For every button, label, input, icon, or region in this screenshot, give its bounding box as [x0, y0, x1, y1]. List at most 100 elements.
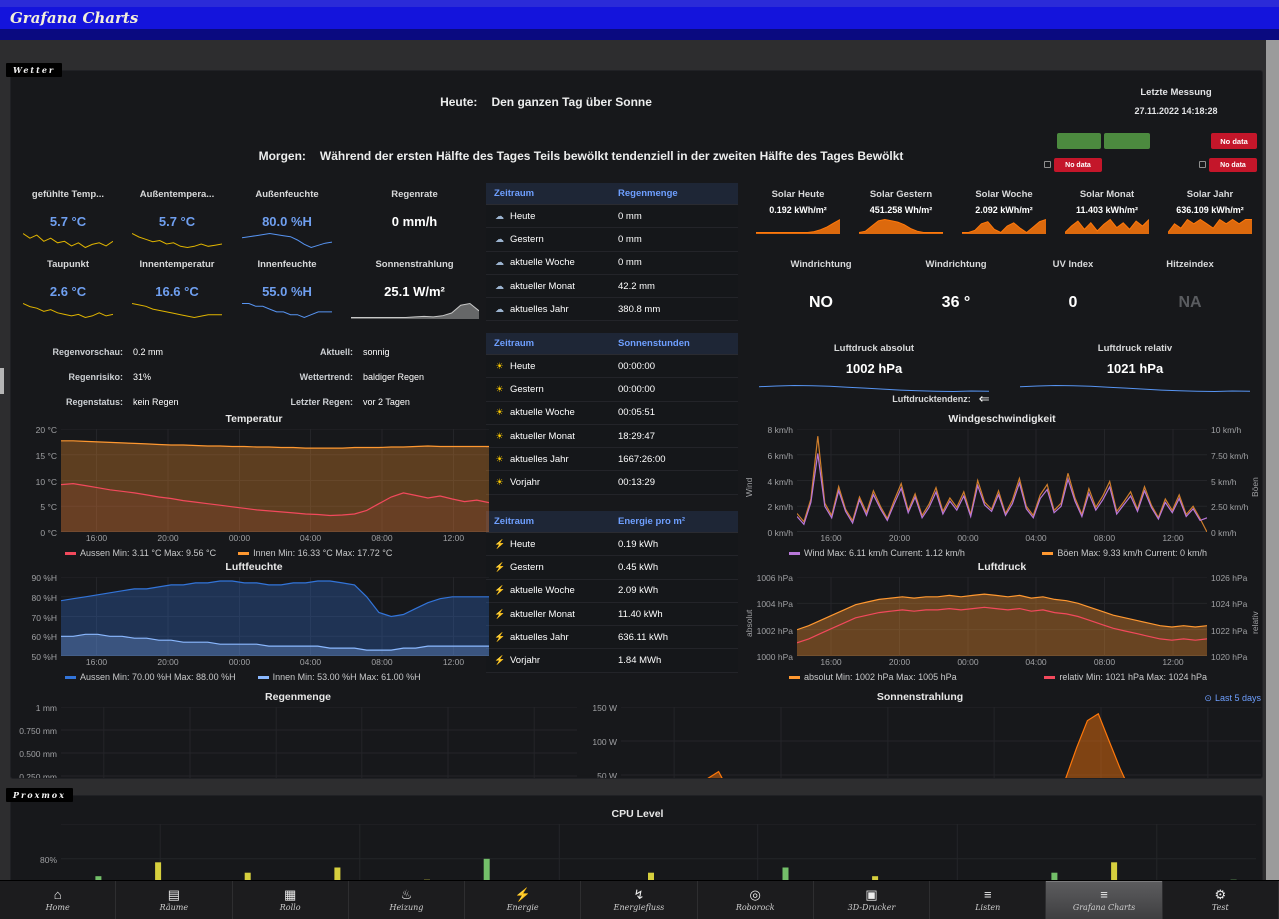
sun-icon: ☀ [495, 360, 504, 371]
status-badge-green-2 [1104, 133, 1150, 149]
rain-cloud-icon: ☁ [495, 233, 504, 244]
robot-vacuum-icon: ◎ [749, 887, 761, 902]
letzte-messung-value: 27.11.2022 14:18:28 [1134, 106, 1218, 116]
nav-item-energiefluss[interactable]: ↯ Energiefluss [581, 881, 698, 919]
nav-item-rollo[interactable]: ▦ Rollo [233, 881, 349, 919]
left-scroll-handle[interactable] [0, 368, 4, 394]
table-header: Zeitraum Sonnenstunden [486, 333, 738, 355]
legend-item[interactable]: Innen Min: 16.33 °C Max: 17.72 °C [238, 548, 392, 558]
sonnenstrahlung-chart: Sonnenstrahlung 150 W 100 W 50 W [579, 691, 1261, 779]
column-header[interactable]: Sonnenstunden [618, 338, 690, 349]
external-link-icon[interactable] [1044, 161, 1051, 168]
stat-label: gefühlte Temp... [31, 189, 105, 200]
stat-label: Außenfeuchte [255, 189, 319, 200]
chart-legend: Wind Max: 6.11 km/h Current: 1.12 km/h Bö… [743, 545, 1261, 561]
info-label: Regenvorschau: [52, 346, 123, 357]
sparkline [22, 302, 114, 319]
temperatur-chart: Temperatur 20 °C 15 °C 10 °C 5 °C 0 °C 16:00 20… [19, 413, 489, 561]
status-badge-green-1 [1057, 133, 1101, 149]
table-row: ⚡ Vorjahr 1.84 MWh [486, 649, 738, 673]
scrollbar[interactable] [1266, 40, 1279, 880]
nav-item-energie[interactable]: ⚡ Energie [465, 881, 582, 919]
windgeschwindigkeit-chart: Windgeschwindigkeit Wind 8 km/h 6 km/h 4 km/… [743, 413, 1261, 561]
last-5-days-label: Last 5 days [1214, 693, 1261, 703]
chart-body: 90 %H 80 %H 70 %H 60 %H 50 %H 16:00 20:00 00:00… [19, 573, 489, 669]
chart-title: Sonnenstrahlung [876, 691, 964, 703]
y-axis-left: 1006 hPa 1004 hPa 1002 hPa 1000 hPa [756, 573, 793, 662]
legend-item[interactable]: Wind Max: 6.11 km/h Current: 1.12 km/h [789, 548, 965, 558]
sun-icon: ☀ [495, 430, 504, 441]
legend-item[interactable]: Aussen Min: 3.11 °C Max: 9.56 °C [65, 548, 216, 558]
legend-item[interactable]: Böen Max: 9.33 km/h Current: 0 km/h [1042, 548, 1207, 558]
info-value: vor 2 Tagen [363, 396, 410, 407]
stat-label: Sonnenstrahlung [375, 259, 454, 270]
sparkline [962, 218, 1047, 234]
nav-item-heizung[interactable]: ♨ Heizung [349, 881, 466, 919]
y-axis-left: 150 W 100 W 50 W [592, 703, 617, 779]
last-5-days-link[interactable]: ⊙ Last 5 days [1161, 693, 1261, 704]
info-row: Regenvorschau: 0.2 mm Aktuell: sonnig [11, 339, 489, 364]
sun-icon: ☀ [495, 383, 504, 394]
energy-flow-icon: ↯ [633, 887, 645, 902]
weather-info: Regenvorschau: 0.2 mm Aktuell: sonnig Re… [11, 339, 489, 414]
stat-label: Innentemperatur [139, 259, 215, 270]
external-link-icon[interactable] [1199, 161, 1206, 168]
legend-item[interactable]: relativ Min: 1021 hPa Max: 1024 hPa [1044, 672, 1207, 682]
sparkline [131, 302, 222, 319]
table-row: ⚡ Gestern 0.45 kWh [486, 556, 738, 580]
letzte-messung: Letzte Messung 27.11.2022 14:18:28 [1086, 87, 1262, 116]
column-header[interactable]: Zeitraum [494, 338, 535, 349]
nav-item-home[interactable]: ⌂ Home [0, 881, 117, 919]
stat-solar-heute: Solar Heute 0.192 kWh/m² [748, 189, 848, 234]
list-icon: ≡ [1100, 887, 1108, 902]
chart-title: Luftfeuchte [225, 561, 283, 573]
sparkline [241, 232, 333, 249]
luftfeuchte-chart: Luftfeuchte 90 %H 80 %H 70 %H 60 %H 50 %H 16:0… [19, 561, 489, 685]
lightning-icon: ⚡ [494, 608, 506, 619]
stat-label: Solar Jahr [1186, 189, 1234, 200]
y-axis-name-right: relativ [1250, 611, 1260, 635]
stat-value: 1021 hPa [1106, 361, 1164, 376]
stat-value: 5.7 °C [158, 214, 196, 229]
sparkline [758, 380, 990, 393]
sun-icon: ☀ [495, 453, 504, 464]
column-header[interactable]: Energie pro m² [618, 516, 686, 527]
nav-item-test[interactable]: ⚙ Test [1163, 881, 1279, 919]
nav-item-raeume[interactable]: ▤ Räume [116, 881, 233, 919]
column-header[interactable]: Zeitraum [494, 516, 535, 527]
nav-item-3d-drucker[interactable]: ▣ 3D-Drucker [814, 881, 931, 919]
lightning-icon: ⚡ [494, 538, 506, 549]
y-axis-right: 1026 hPa 1024 hPa 1022 hPa 1020 hPa [1211, 573, 1248, 662]
table-row: ☁ aktuelles Jahr 380.8 mm [486, 298, 738, 322]
legend-item[interactable]: absolut Min: 1002 hPa Max: 1005 hPa [789, 672, 957, 682]
nav-item-roborock[interactable]: ◎ Roborock [698, 881, 814, 919]
nav-label: Energiefluss [613, 903, 665, 912]
rain-cloud-icon: ☁ [495, 257, 504, 268]
stat-value: 636.109 kWh/m² [1176, 205, 1244, 215]
table-row: ☁ aktueller Monat 42.2 mm [486, 274, 738, 299]
table-row: ⚡ aktueller Monat 11.40 kWh [486, 602, 738, 627]
stat-label: Luftdruck relativ [1097, 343, 1173, 354]
sun-table: Zeitraum Sonnenstunden ☀ Heute 00:00:00 ☀ G… [486, 333, 738, 495]
sparkline [242, 302, 332, 319]
legend-item[interactable]: Aussen Min: 70.00 %H Max: 88.00 %H [65, 672, 236, 682]
plot-area [797, 429, 1207, 532]
chart-title: Temperatur [225, 413, 283, 425]
stat-aussentemperatur: Außentempera... 5.7 °C [123, 189, 231, 249]
stat-aussenfeuchte: Außenfeuchte 80.0 %H [233, 189, 341, 249]
nav-item-listen[interactable]: ≡ Listen [930, 881, 1047, 919]
stat-windrichtung-grad: Windrichtung 36 ° [891, 259, 1021, 312]
nav-item-grafana-charts[interactable]: ≡ Grafana Charts [1046, 881, 1163, 919]
sun-icon: ☀ [495, 407, 504, 418]
column-header[interactable]: Regenmenge [618, 188, 678, 199]
stat-value: 11.403 kWh/m² [1075, 205, 1139, 215]
no-data-badge-3: No data [1209, 158, 1257, 172]
heating-icon: ♨ [400, 887, 413, 902]
y-axis-name-left: Wind [744, 477, 754, 497]
info-row: Regenstatus: kein Regen Letzter Regen: v… [11, 389, 489, 414]
nav-label: Heizung [389, 903, 424, 912]
stat-hitzeindex: Hitzeindex NA [1125, 259, 1255, 312]
column-header[interactable]: Zeitraum [494, 188, 535, 199]
legend-item[interactable]: Innen Min: 53.00 %H Max: 61.00 %H [257, 672, 421, 682]
titlebar-bottom-strip [0, 29, 1279, 40]
